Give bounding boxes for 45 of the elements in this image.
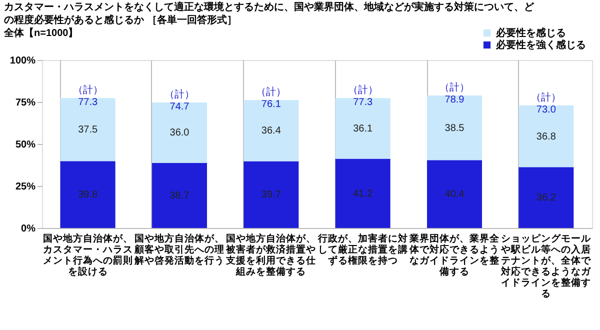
x-tick-label: 行政が、加害者に対して厳正な措置を講ずる権限を持つ [316,232,408,266]
total-label: （計） 77.3 [72,84,103,108]
data-label: 36.4 [261,126,282,137]
data-label: 39.8 [78,190,98,201]
x-tick-label: ショッピングモールや駅ビル等への入居テナントが、全体で対応できるようなガイドラインを整備する [500,232,592,300]
total-label: （計） 77.3 [348,84,378,108]
y-tick-label: 50% [15,140,36,150]
bar [152,162,207,228]
bar [335,158,390,228]
legend-label: 必要性を感じる [495,27,566,39]
y-tick-label: 25% [15,182,36,192]
bar [60,98,116,162]
bar [244,100,299,162]
total-label: （計） 73.0 [531,91,562,116]
data-label: 40.4 [444,189,465,200]
y-tick-label: 75% [15,98,36,108]
bar [518,167,574,228]
data-label: 41.2 [353,188,373,200]
bar [518,105,574,168]
x-tick-label: 国や地方自治体が、カスタマー・ハラスメント行為への罰則を設ける [42,232,133,278]
bar [60,161,116,228]
data-label: 38.5 [444,122,465,134]
data-label: 36.2 [536,192,556,204]
total-label: （計） 74.7 [164,88,194,113]
data-label: 37.5 [78,124,98,136]
total-label: （計） 78.9 [440,81,470,106]
bar [335,98,390,159]
legend-label: 必要性を強く感じる [495,39,586,51]
data-label: 36.8 [536,131,556,142]
chart-subtitle: 全体【n=1000】 [3,27,78,39]
x-tick-label: 国や地方自治体が、顧客や取引先への理解や啓発活動を行う [134,232,224,266]
y-tick-label: 0% [21,224,36,234]
data-label: 36.1 [353,123,373,134]
data-label: 36.0 [170,128,190,139]
bar [427,160,482,228]
data-label: 38.7 [170,190,190,202]
total-label: （計） 76.1 [256,86,286,110]
bar [427,95,482,160]
bar [152,102,207,163]
y-tick-label: 100% [10,56,36,66]
x-tick-label: 国や地方自治体が、被害者が救済措置や支援を利用できる仕組みを整備する [225,232,316,278]
chart-title: カスタマー・ハラスメントをなくして適正な環境とするために、国や業界団体、地域などが実施する対策について、どの程度必要性があると感じるか ［各単一回答形式］ [4,1,535,26]
x-tick-label: 業界団体が、業界全体で対応できるようなガイドラインを整備する [408,232,500,278]
data-label: 39.7 [261,190,282,201]
bar [244,161,299,228]
